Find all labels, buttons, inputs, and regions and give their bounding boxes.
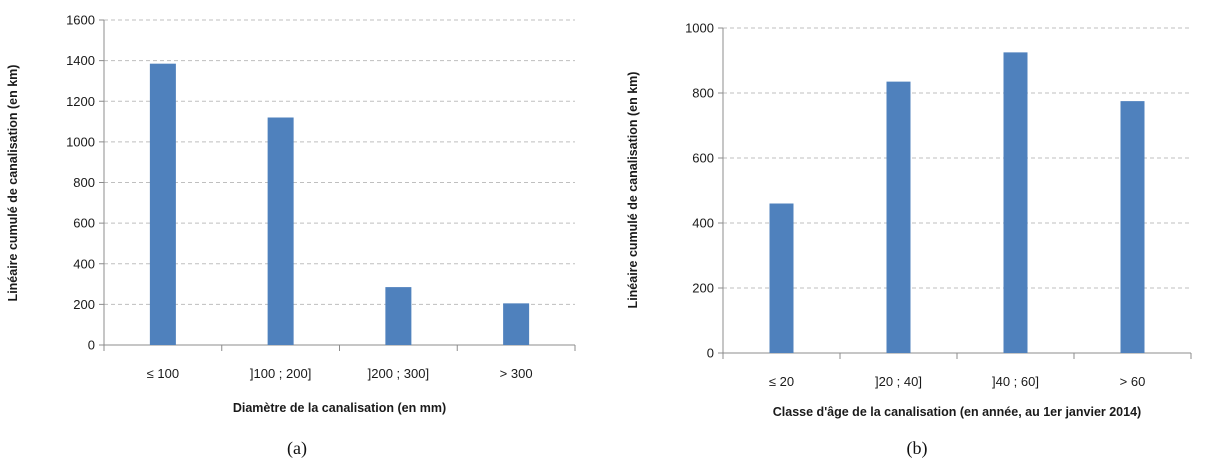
y-tick-label-b: 1000 <box>685 21 714 36</box>
bar-b-2 <box>1003 52 1028 353</box>
y-axis-label-b: Linéaire cumulé de canalisation (en km) <box>626 72 640 309</box>
y-tick-label-b: 400 <box>692 216 714 231</box>
y-tick-label-b: 800 <box>692 86 714 101</box>
y-tick-label-a: 800 <box>73 175 95 190</box>
y-tick-label-a: 400 <box>73 256 95 271</box>
category-label-a: > 300 <box>500 366 533 381</box>
y-tick-label-b: 600 <box>692 151 714 166</box>
chart-b: 0 200 400 600 800 1000 ≤ 20 ]20 ; 40] ]40 ; 60] >… <box>626 21 1192 419</box>
y-tick-label-b: 0 <box>707 346 714 361</box>
y-tick-label-a: 1600 <box>66 13 95 28</box>
y-tick-label-b: 200 <box>692 281 714 296</box>
x-axis-label-a: Diamètre de la canalisation (en mm) <box>233 401 446 415</box>
category-label-a: ]100 ; 200] <box>250 366 311 381</box>
category-label-b: ≤ 20 <box>769 374 794 389</box>
category-label-b: ]40 ; 60] <box>992 374 1039 389</box>
x-axis-label-b: Classe d'âge de la canalisation (en anné… <box>773 405 1141 419</box>
bar-b-3 <box>1120 101 1145 353</box>
bar-a-1 <box>267 117 294 345</box>
y-tick-label-a: 200 <box>73 297 95 312</box>
category-label-b: > 60 <box>1120 374 1146 389</box>
category-label-b: ]20 ; 40] <box>875 374 922 389</box>
category-label-a: ]200 ; 300] <box>368 366 429 381</box>
bar-b-0 <box>769 203 794 353</box>
y-tick-label-a: 1400 <box>66 53 95 68</box>
y-tick-label-a: 1200 <box>66 94 95 109</box>
bar-a-0 <box>149 63 176 345</box>
bar-a-3 <box>503 303 530 345</box>
y-tick-label-a: 1000 <box>66 134 95 149</box>
y-tick-label-a: 600 <box>73 216 95 231</box>
chart-a: 0 200 400 600 800 1000 1200 1400 1600 ≤ 100 ]100 ;… <box>6 13 576 415</box>
caption-a: (a) <box>287 438 307 458</box>
y-axis-label-a: Linéaire cumulé de canalisation (en km) <box>6 65 20 302</box>
bar-b-1 <box>886 81 911 353</box>
caption-b: (b) <box>906 438 928 458</box>
category-label-a: ≤ 100 <box>147 366 179 381</box>
bar-a-2 <box>385 287 412 345</box>
y-tick-label-a: 0 <box>88 338 95 353</box>
